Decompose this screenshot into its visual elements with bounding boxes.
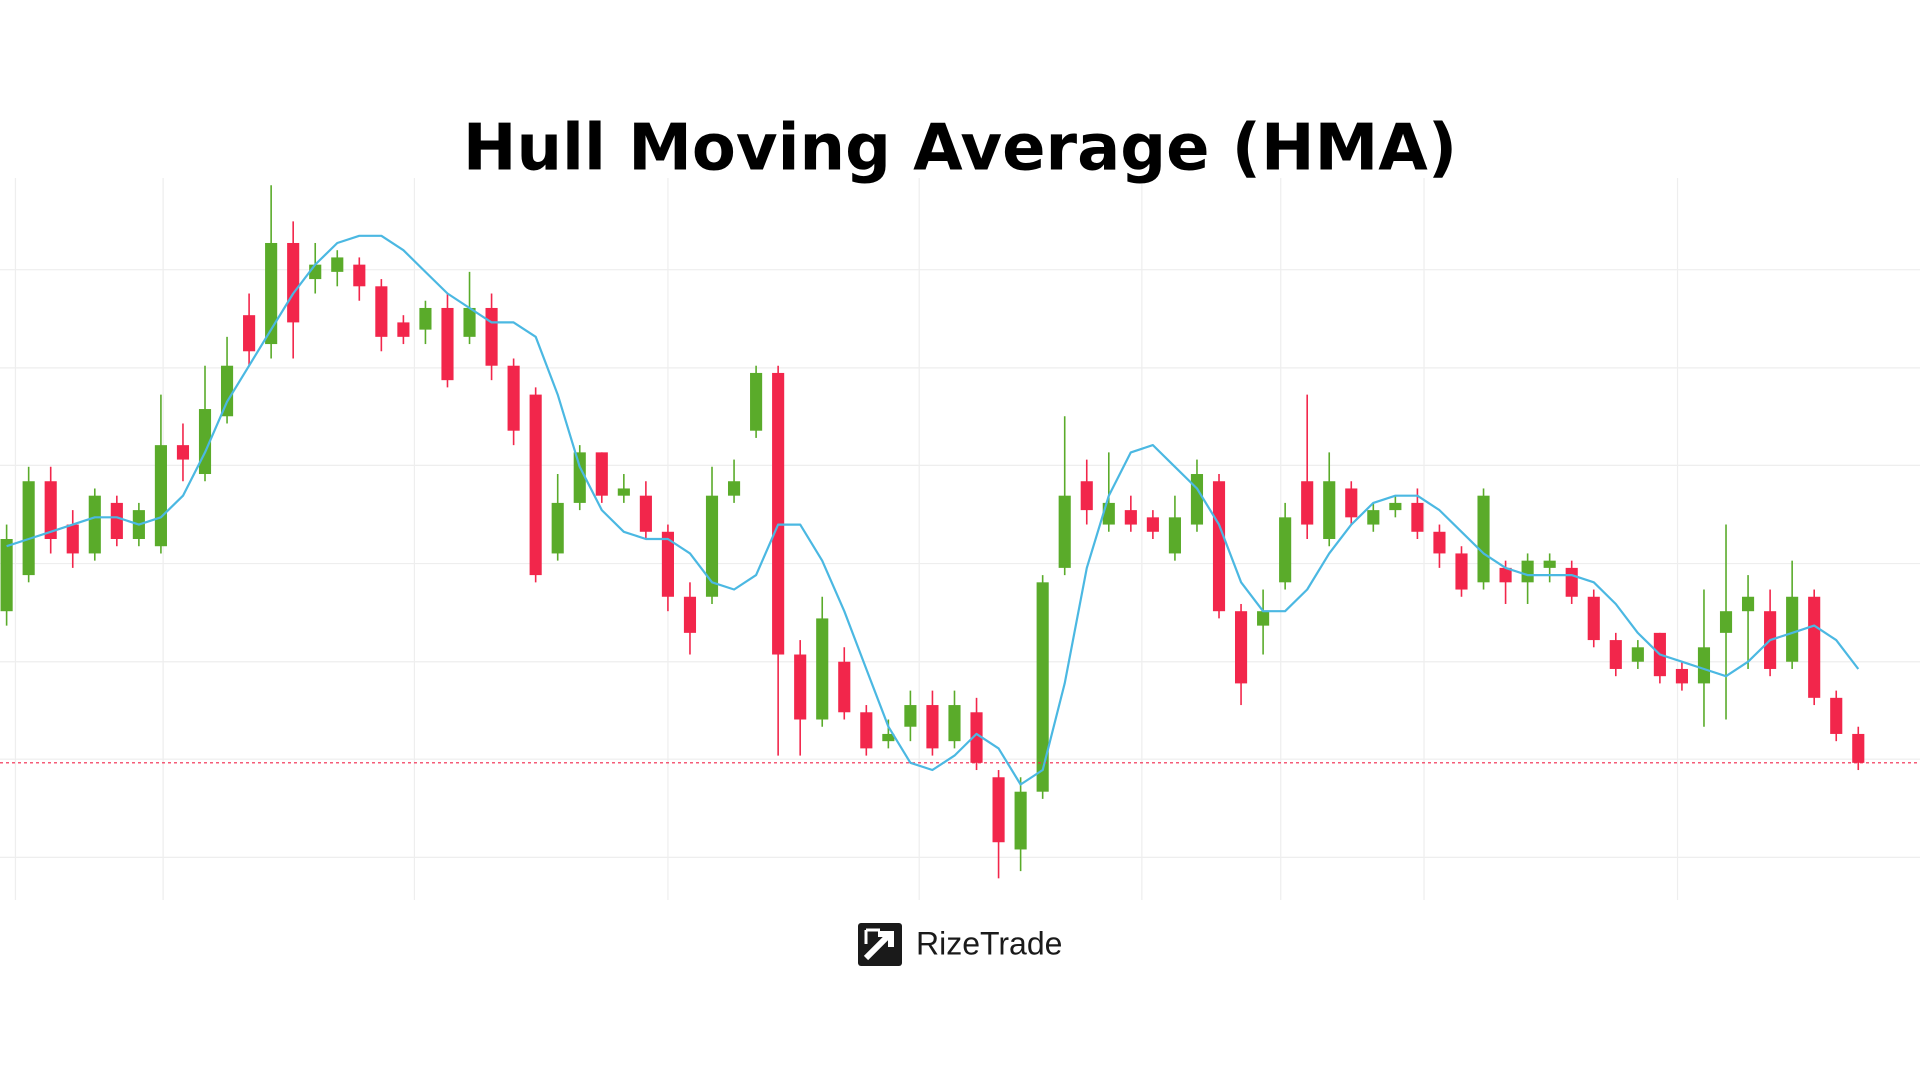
candle-body [573, 452, 586, 503]
candle-body [1168, 517, 1181, 554]
candle-body [1257, 611, 1270, 626]
candle-body [1301, 481, 1314, 525]
candle-body [948, 705, 961, 742]
candle-body [1036, 582, 1049, 792]
candle-body [1675, 668, 1688, 684]
candle-body [683, 596, 697, 633]
candle-body [1455, 553, 1468, 590]
candle-body [639, 495, 652, 532]
candle-body [441, 307, 454, 381]
candle-body [1741, 596, 1755, 612]
candle-body [860, 712, 873, 749]
candle-body [331, 257, 344, 272]
candle-body [1212, 481, 1226, 612]
candle-body [1587, 596, 1600, 641]
candle-body [154, 445, 167, 547]
candle-body [529, 394, 542, 576]
candle-body [507, 365, 520, 431]
candle-body [595, 452, 608, 496]
candle-body [882, 733, 895, 742]
candle-body [1190, 474, 1204, 525]
logo-corner [864, 928, 880, 944]
candle-body [1697, 647, 1711, 684]
candle-body [0, 539, 13, 612]
candle-body [816, 618, 829, 720]
candle-body [1411, 502, 1424, 532]
candle-body [1014, 791, 1027, 850]
candle-body [1543, 560, 1556, 568]
candle-body [1477, 495, 1490, 583]
candle-body [1058, 495, 1071, 568]
candle-body [88, 495, 101, 554]
candle-body [705, 495, 719, 597]
candle-body [375, 286, 388, 337]
candle-body [66, 524, 79, 554]
candle-body [750, 372, 763, 431]
candle-body [220, 365, 234, 417]
candle-body [22, 481, 35, 576]
candle-body [176, 445, 190, 460]
candle-body [1719, 611, 1733, 633]
plot-area [0, 185, 1920, 879]
candle-body [1631, 647, 1644, 662]
candle-body [661, 531, 674, 597]
candle-body [992, 777, 1005, 843]
candle-body [838, 661, 851, 713]
candle-body [1389, 502, 1402, 511]
candle-body [617, 488, 630, 496]
candle-body [794, 654, 807, 720]
candle-body [1367, 510, 1380, 525]
candle-body [1830, 697, 1843, 734]
candle-body [1609, 640, 1622, 669]
candle-body [243, 315, 256, 352]
candle-body [44, 481, 57, 539]
brand-name: RizeTrade [916, 925, 1062, 961]
candle-body [397, 322, 410, 337]
candle-body [1786, 596, 1799, 662]
candle-body [265, 242, 278, 345]
candle-body [970, 712, 983, 763]
candle-body [1521, 560, 1534, 583]
candle-body [419, 307, 432, 330]
candle-body [287, 242, 300, 323]
candle-body [926, 705, 939, 749]
candle-body [904, 705, 917, 727]
candle-body [110, 502, 123, 539]
brand-logo: RizeTrade [858, 923, 1062, 966]
candle-body [1234, 611, 1248, 684]
candle-body [1323, 481, 1336, 539]
candle-body [1279, 517, 1292, 583]
candle-body [353, 264, 366, 287]
chart-title: Hull Moving Average (HMA) [463, 112, 1457, 186]
candle-body [485, 307, 498, 366]
hma-line [6, 234, 1860, 786]
candle-body [1433, 531, 1446, 554]
candle-body [463, 307, 476, 337]
candle-body [1852, 733, 1865, 763]
candle-body [1146, 517, 1159, 532]
candle-body [1345, 488, 1358, 518]
candle-body [1124, 510, 1137, 525]
candle-body [1499, 567, 1512, 583]
candle-body [1565, 567, 1578, 597]
logo-arrow [863, 931, 894, 961]
candle-body [772, 372, 785, 655]
candle-body [1080, 481, 1093, 511]
candle-body [551, 502, 564, 554]
candle-body [727, 481, 741, 496]
candle-body [1808, 596, 1821, 698]
